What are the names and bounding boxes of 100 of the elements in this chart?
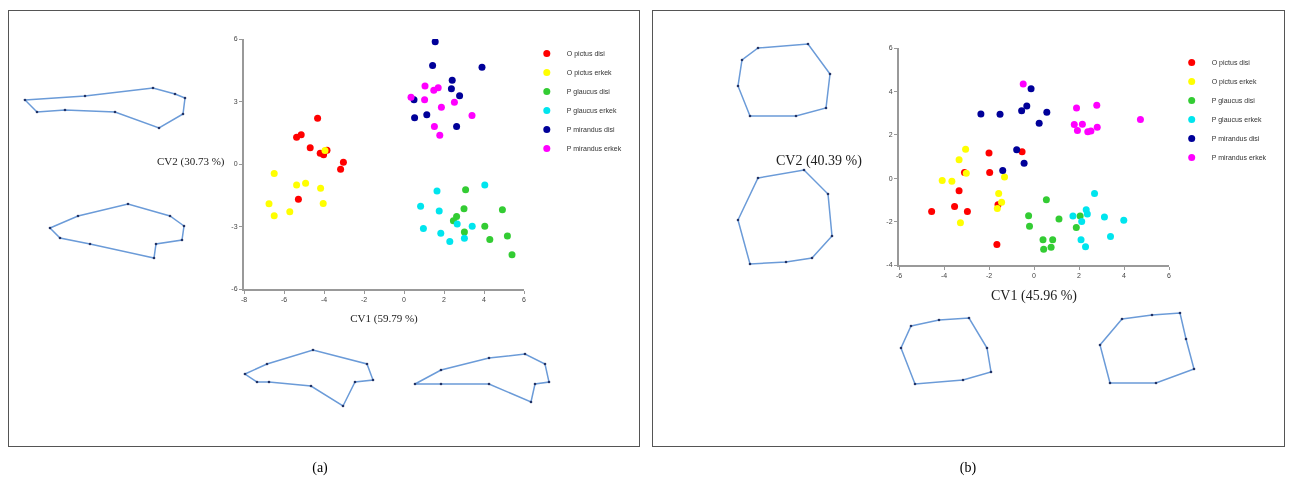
point [468,111,476,119]
point [1077,236,1085,244]
point [1078,120,1086,128]
point [1093,101,1101,109]
point [928,208,936,216]
point [453,123,461,130]
point [986,169,994,177]
point [1120,216,1128,224]
point [448,76,456,84]
point [1035,119,1043,127]
point [1055,215,1063,223]
point [1019,80,1027,88]
point [498,206,506,214]
point [1042,196,1050,204]
point [1013,146,1021,154]
point [1039,236,1047,244]
point [977,110,985,118]
point [481,181,489,189]
point [462,186,470,194]
point [998,198,1006,206]
point [447,85,455,93]
point [446,238,454,245]
x-axis-title: CV1 (45.96 %) [991,288,1078,305]
point [1093,123,1101,131]
point [286,208,294,216]
point [1072,223,1080,231]
point [417,202,425,210]
point [985,149,993,157]
point [963,208,971,216]
point [1070,121,1078,129]
point [955,187,963,195]
text: (a) [311,460,329,476]
point [430,123,438,130]
point [450,98,458,106]
point [951,202,959,210]
point [429,61,437,69]
point [1025,212,1033,220]
point [306,144,314,152]
point [1026,222,1033,230]
point [508,251,516,259]
point [453,220,461,228]
point [297,131,305,139]
point [314,114,322,122]
point [1078,218,1086,226]
y-axis-title: CV2 (40.39 %) [776,153,863,169]
point [421,82,429,90]
point [1073,126,1081,134]
text: (b) [958,460,978,476]
point [460,228,468,236]
point [1040,245,1048,253]
x-axis-title: CV1 (59.79 %) [350,312,419,326]
point [1018,148,1026,156]
point [1083,210,1091,218]
point [302,179,310,187]
point [1020,159,1028,167]
point [270,170,278,178]
point [434,84,442,92]
point [319,200,327,208]
point [1082,243,1090,251]
point [996,110,1004,118]
point [460,205,468,213]
point [1027,85,1035,93]
point [460,234,468,242]
point [1018,107,1026,115]
point [1047,243,1055,251]
point [337,165,345,173]
point [270,212,278,220]
point [435,207,443,215]
y-axis-title: CV2 (30.73 %) [157,155,225,168]
point [481,222,489,230]
point [265,200,273,208]
point [293,181,301,189]
point [993,205,1001,213]
point [956,219,964,227]
point [421,96,429,104]
point [431,39,439,46]
point [437,229,445,237]
point [339,158,347,166]
point [955,156,963,164]
point [1107,233,1114,241]
point [478,63,486,71]
point [433,187,441,195]
point [436,131,444,139]
point [503,232,511,240]
point [437,103,445,111]
point [1049,236,1057,244]
point [294,195,302,203]
point [411,114,419,122]
point [456,92,464,100]
point [995,189,1003,197]
point [423,111,431,119]
point [962,145,970,153]
point [1091,189,1099,197]
point [1043,108,1051,116]
point [1001,173,1009,181]
point [948,177,956,185]
point [1136,116,1144,124]
point [999,167,1007,175]
point [1069,212,1077,220]
point [486,235,494,243]
